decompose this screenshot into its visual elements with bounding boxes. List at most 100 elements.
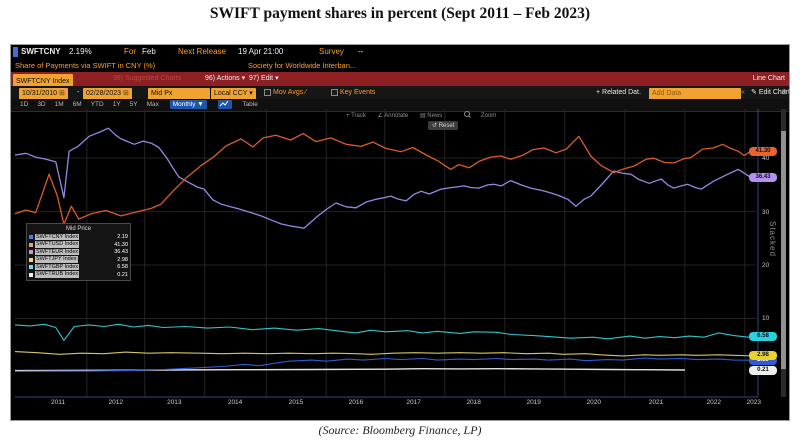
source-caption: (Source: Bloomberg Finance, LP): [318, 423, 482, 437]
legend-item[interactable]: SWFTUSD Index 41.30: [29, 241, 128, 248]
series-line-swftusd: [14, 132, 752, 226]
legend-item[interactable]: SWFTCNY Index 2.19: [29, 233, 128, 241]
range-bar: 1D 3D 1M 6M YTD 1Y 5Y Max Monthly ▼ Table: [11, 99, 789, 112]
table-button[interactable]: Table: [242, 101, 258, 108]
calendar-icon: ⊞: [123, 90, 129, 97]
legend-ticker: SWFTUSD Index: [35, 241, 80, 248]
next-release-label: Next Release: [178, 47, 227, 56]
last-value: 2.19%: [69, 47, 92, 56]
line-chart-icon[interactable]: [217, 100, 232, 109]
range-button-5y[interactable]: 5Y: [129, 101, 138, 108]
edit-menu-button[interactable]: 97) Edit ▾: [249, 75, 279, 82]
date-from-field[interactable]: 10/31/2010 ⊞: [19, 88, 68, 100]
command-bar: SWFTCNY Index 98) Suggested Charts 96) A…: [11, 72, 789, 86]
axis-value-badge: 6.58: [749, 332, 777, 342]
axis-value-badge: 0.21: [749, 366, 777, 376]
legend-swatch-icon: [29, 250, 33, 254]
x-axis-year-label: 2023: [746, 399, 761, 406]
add-data-input[interactable]: Add Data: [649, 88, 741, 100]
range-button-1y[interactable]: 1Y: [112, 101, 121, 108]
legend-item[interactable]: SWFTJPY Index 2.98: [29, 256, 128, 263]
scrollbar[interactable]: [781, 109, 786, 397]
legend-ticker: SWFTGBP Index: [35, 263, 80, 271]
collapse-button[interactable]: «: [741, 89, 745, 96]
series-line-swftgbp: [14, 323, 757, 341]
legend-item[interactable]: SWFTEUR Index 36.43: [29, 248, 128, 256]
key-events-checkbox[interactable]: Key Events: [331, 88, 375, 98]
x-axis-year-label: 2017: [406, 399, 421, 406]
range-button-3d[interactable]: 3D: [37, 101, 46, 108]
series-line-swfteur: [14, 127, 752, 229]
range-button-max[interactable]: Max: [146, 101, 159, 108]
range-button-ytd[interactable]: YTD: [90, 101, 104, 108]
x-axis-year-label: 2019: [526, 399, 541, 406]
security-indicator-icon: [13, 47, 18, 57]
organization-name: Society for Worldwide Interban...: [248, 61, 357, 70]
mov-avgs-checkbox[interactable]: Mov Avgs ∕: [264, 88, 306, 98]
news-button[interactable]: ▤ News: [419, 113, 443, 119]
ticker: SWFTCNY: [21, 47, 61, 56]
frequency-select[interactable]: Monthly ▼: [169, 100, 207, 109]
series-line-swftcny: [14, 357, 757, 372]
legend-ticker: SWFTCNY Index: [35, 233, 80, 241]
legend-value: 6.58: [117, 264, 128, 270]
legend-value: 41.30: [114, 241, 128, 248]
axis-value-badge: 41.30: [749, 146, 777, 156]
page-title: SWIFT payment shares in percent (Sept 20…: [209, 5, 591, 22]
price-field-select[interactable]: Mid Px: [148, 88, 210, 100]
legend-value: 36.43: [114, 249, 128, 255]
legend-item[interactable]: SWFTRUB Index 0.21: [29, 271, 128, 278]
survey-value: --: [358, 47, 364, 56]
x-axis-year-label: 2012: [108, 399, 123, 406]
legend-ticker: SWFTEUR Index: [35, 248, 80, 256]
scrollbar-thumb[interactable]: [781, 131, 786, 369]
y-axis-tick-label: 20: [762, 262, 770, 270]
for-label: For: [124, 47, 136, 56]
range-list: 1D 3D 1M 6M YTD 1Y 5Y Max: [11, 101, 159, 108]
actions-menu-button[interactable]: 96) Actions ▾: [205, 75, 246, 82]
for-value: Feb: [142, 47, 156, 56]
legend-ticker: SWFTRUB Index: [35, 271, 80, 278]
stacked-panel-tab[interactable]: Stacked: [768, 221, 777, 257]
currency-select[interactable]: Local CCY ▾: [211, 88, 256, 100]
edit-chart-button[interactable]: ✎ Edit Chart: [751, 89, 789, 96]
track-button[interactable]: + Track: [346, 113, 366, 119]
reset-zoom-button[interactable]: ↺ Reset: [428, 121, 459, 130]
legend-header: Mid Price: [65, 226, 91, 232]
pencil-icon: ✎: [751, 89, 757, 96]
annotate-button[interactable]: ∠ Annotate: [377, 113, 409, 119]
settings-bar: 10/31/2010 ⊞ - 02/28/2023 ⊞ Mid Px Local…: [11, 86, 789, 100]
security-field[interactable]: SWFTCNY Index: [13, 73, 73, 86]
y-axis-tick-label: 10: [762, 315, 770, 323]
survey-label: Survey: [319, 47, 344, 56]
chart-settings-gear-icon[interactable]: ⚙: [781, 89, 788, 96]
x-axis-year-label: 2018: [466, 399, 481, 406]
chart-plot-area[interactable]: [11, 45, 789, 421]
x-axis-year-label: 2020: [586, 399, 601, 406]
zoom-button[interactable]: Zoom: [454, 111, 496, 119]
legend-value: 2.98: [117, 256, 128, 263]
y-axis-tick-label: 30: [762, 208, 770, 216]
suggested-charts-button[interactable]: 98) Suggested Charts: [113, 75, 182, 82]
axis-value-badge: 2.98: [749, 351, 777, 361]
x-axis-year-label: 2011: [50, 399, 65, 406]
description-row: Share of Payments via SWIFT in CNY (%) S…: [11, 59, 789, 72]
legend-item[interactable]: SWFTGBP Index 6.58: [29, 263, 128, 271]
range-button-6m[interactable]: 6M: [72, 101, 82, 108]
x-axis-year-label: 2013: [167, 399, 182, 406]
checkbox-icon: [331, 88, 338, 96]
next-release-value: 19 Apr 21:00: [238, 47, 284, 56]
checkbox-icon: [264, 88, 271, 96]
x-axis-year-label: 2022: [706, 399, 721, 406]
date-to-field[interactable]: 02/28/2023 ⊞: [83, 88, 132, 100]
range-button-1m[interactable]: 1M: [54, 101, 64, 108]
x-axis-year-label: 2016: [348, 399, 364, 406]
date-separator: -: [77, 89, 80, 96]
legend-ticker: SWFTJPY Index: [35, 256, 78, 263]
series-line-swftjpy: [14, 351, 757, 357]
legend-swatch-icon: [29, 272, 33, 277]
range-button-1d[interactable]: 1D: [20, 101, 29, 108]
related-data-label[interactable]: + Related Dat.: [596, 89, 641, 96]
legend: Mid Price SWFTCNY Index 2.19 SWFTUSD Index…: [26, 223, 131, 281]
